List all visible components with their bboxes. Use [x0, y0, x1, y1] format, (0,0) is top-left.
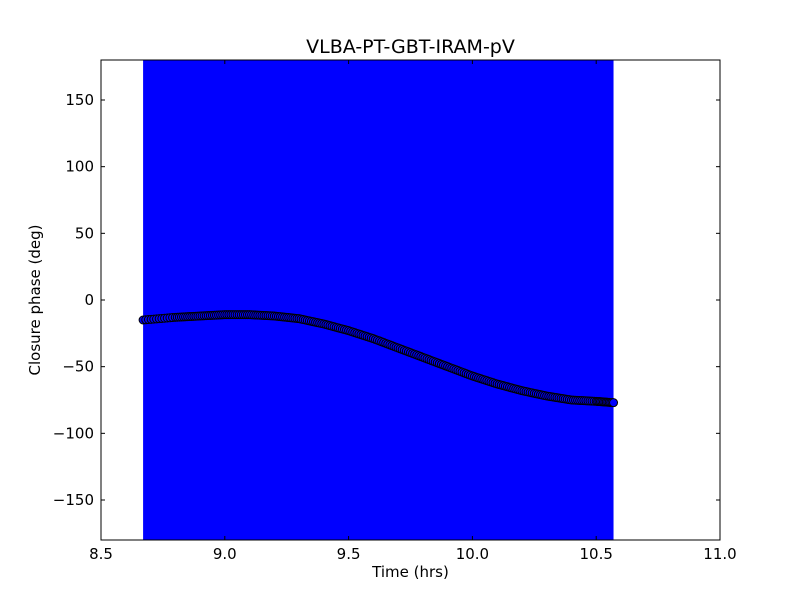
y-tick-label: 150: [65, 91, 94, 109]
x-tick-label: 9.5: [337, 545, 361, 563]
y-tick-label: −150: [53, 491, 94, 509]
y-tick-label: 50: [75, 224, 94, 242]
x-tick-label: 10.0: [456, 545, 489, 563]
y-axis-label: Closure phase (deg): [26, 225, 44, 376]
data-points-layer: [138, 310, 619, 408]
data-point: [609, 398, 619, 408]
y-tick-label: −100: [53, 424, 94, 442]
x-tick-label: 11.0: [703, 545, 736, 563]
x-tick-label: 10.5: [579, 545, 612, 563]
x-axis-label: Time (hrs): [371, 563, 449, 581]
x-tick-label: 8.5: [89, 545, 113, 563]
y-tick-label: −50: [62, 358, 94, 376]
y-tick-label: 100: [65, 158, 94, 176]
x-axis-ticks: 8.5 9.0 9.5 10.0 10.5 11.0: [89, 60, 737, 563]
error-band: [143, 60, 614, 540]
error-band-layer: [143, 60, 614, 540]
x-tick-label: 9.0: [213, 545, 237, 563]
y-axis-ticks: −150 −100 −50 0 50 100 150: [53, 91, 720, 509]
y-tick-label: 0: [84, 291, 94, 309]
chart-title: VLBA-PT-GBT-IRAM-pV: [306, 36, 515, 58]
